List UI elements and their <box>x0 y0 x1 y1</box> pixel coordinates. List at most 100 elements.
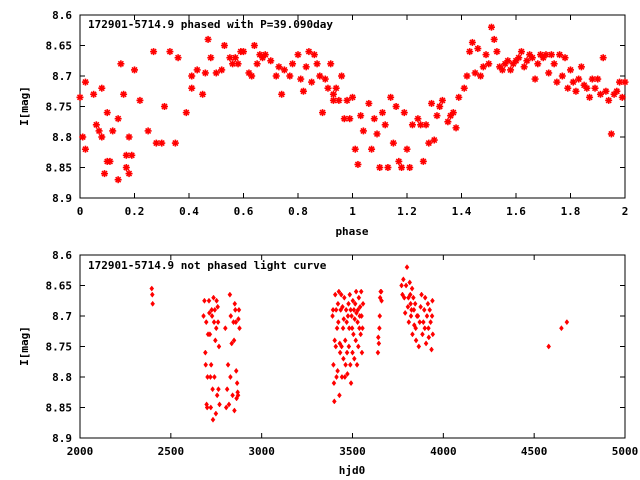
data-point <box>240 48 247 56</box>
data-point <box>350 349 355 356</box>
data-point <box>81 145 89 153</box>
x-axis-title: phase <box>335 225 368 238</box>
data-point <box>359 312 364 320</box>
data-point <box>212 373 217 381</box>
data-point <box>250 42 258 49</box>
data-point <box>343 361 348 368</box>
data-point <box>504 57 512 65</box>
data-point <box>213 337 218 344</box>
data-point <box>403 145 411 153</box>
data-point <box>234 380 240 387</box>
data-point <box>120 90 128 98</box>
data-point <box>122 151 130 159</box>
data-point <box>233 319 239 326</box>
data-point <box>351 145 359 153</box>
data-point <box>423 340 429 347</box>
x-tick-label: 2 <box>622 205 629 218</box>
x-tick-label: 0.8 <box>288 205 308 218</box>
data-point <box>128 151 136 159</box>
data-point <box>569 78 577 86</box>
x-tick-label: 0.6 <box>234 205 254 218</box>
data-point <box>236 306 242 313</box>
data-point <box>429 346 434 353</box>
data-point <box>214 297 219 304</box>
data-point <box>212 306 218 313</box>
data-point <box>347 291 353 298</box>
data-point <box>400 109 408 117</box>
data-point <box>335 367 340 374</box>
data-point <box>531 75 539 83</box>
y-tick-label: 8.75 <box>46 101 73 114</box>
data-point <box>226 401 232 408</box>
data-point <box>131 66 138 74</box>
data-point <box>376 164 384 171</box>
data-point <box>329 90 337 98</box>
data-point <box>354 160 362 168</box>
data-point <box>233 306 238 313</box>
data-point <box>575 75 583 83</box>
data-point <box>477 72 485 80</box>
data-point <box>188 84 196 92</box>
data-point <box>384 164 392 171</box>
data-point <box>428 99 436 107</box>
data-point <box>408 300 413 307</box>
data-point <box>351 331 356 338</box>
data-point <box>427 306 433 313</box>
data-point <box>76 93 84 101</box>
data-point <box>460 84 468 92</box>
data-point <box>117 60 125 68</box>
data-point <box>349 93 356 101</box>
data-point <box>401 276 406 283</box>
data-point <box>220 42 228 49</box>
data-point <box>406 319 412 326</box>
data-point <box>564 319 570 326</box>
axis-ticks: 0 0.2 0.4 0.6 0.8 1 1.2 1.4 1.6 1.8 2 8.6 8.65 8.7 8.7… <box>46 9 629 218</box>
data-point <box>387 93 395 101</box>
data-point <box>204 35 212 43</box>
plot-frame <box>79 254 626 439</box>
data-point <box>399 282 404 289</box>
data-point <box>174 54 182 62</box>
data-point <box>420 331 425 338</box>
data-point <box>370 115 378 123</box>
x-tick-label: 1 <box>349 205 356 218</box>
data-point <box>517 48 525 56</box>
data-point <box>211 294 216 301</box>
data-point <box>114 115 122 123</box>
data-point <box>224 386 230 393</box>
data-point <box>330 306 336 313</box>
data-point <box>199 90 207 98</box>
data-point <box>405 303 411 310</box>
data-point <box>342 373 348 381</box>
data-point <box>98 133 106 141</box>
data-point <box>534 60 542 68</box>
data-point <box>564 84 572 92</box>
y-tick-label: 8.6 <box>52 249 72 262</box>
data-point <box>490 35 498 43</box>
data-point <box>355 319 360 326</box>
y-tick-label: 8.75 <box>46 341 73 354</box>
data-point <box>232 407 237 414</box>
data-point <box>468 38 476 46</box>
data-point <box>605 96 613 104</box>
data-point <box>594 75 602 83</box>
data-point <box>327 60 335 68</box>
data-point <box>336 319 341 326</box>
data-point <box>452 124 460 132</box>
data-point <box>321 75 329 83</box>
data-point <box>345 370 350 377</box>
data-point <box>341 316 347 323</box>
data-point <box>122 164 130 171</box>
data-point <box>365 99 373 107</box>
data-point <box>466 48 474 56</box>
data-point <box>368 145 376 153</box>
data-point <box>253 60 261 68</box>
data-point <box>236 316 241 323</box>
y-tick-label: 8.85 <box>46 402 73 415</box>
data-point <box>333 343 339 350</box>
data-point <box>547 51 555 59</box>
x-tick-label: 1.6 <box>506 205 526 218</box>
data-point <box>379 297 384 304</box>
data-point <box>160 103 168 110</box>
data-point <box>208 361 214 368</box>
